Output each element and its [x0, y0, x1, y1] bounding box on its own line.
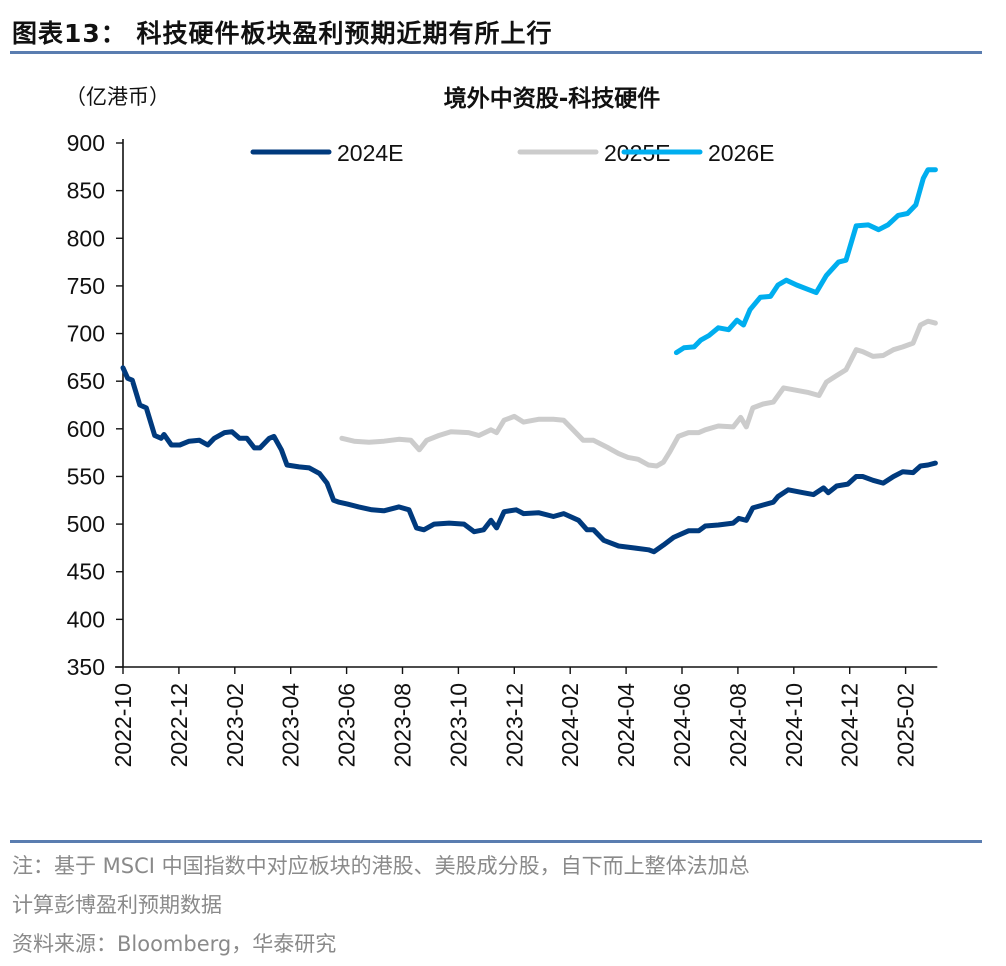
footnote: 计算彭博盈利预期数据: [12, 893, 222, 917]
legend-label-2024E: 2024E: [337, 140, 404, 166]
x-tick-label: 2024-10: [781, 683, 807, 767]
x-tick-label: 2024-06: [669, 683, 695, 767]
x-tick-label: 2023-08: [390, 683, 416, 767]
x-tick-label: 2024-12: [837, 683, 863, 767]
y-tick-label: 600: [67, 416, 105, 442]
x-tick-label: 2024-02: [557, 683, 583, 767]
unit-label: （亿港币）: [65, 85, 170, 109]
top-divider: [10, 51, 982, 54]
legend-label-2026E: 2026E: [708, 140, 775, 166]
footnote: 注：基于 MSCI 中国指数中对应板块的港股、美股成分股，自下而上整体法加总: [12, 854, 750, 878]
x-tick-label: 2023-12: [501, 683, 527, 767]
y-tick-label: 750: [67, 273, 105, 299]
y-tick-label: 800: [67, 225, 105, 251]
y-tick-label: 550: [67, 463, 105, 489]
chart-title: 境外中资股-科技硬件: [444, 85, 661, 112]
y-tick-label: 900: [67, 130, 105, 156]
source-note: 资料来源：Bloomberg，华泰研究: [12, 932, 337, 956]
y-tick-label: 700: [67, 321, 105, 347]
x-tick-label: 2024-04: [613, 683, 639, 768]
x-tick-label: 2022-10: [110, 683, 136, 767]
x-tick-label: 2023-06: [334, 683, 360, 767]
x-tick-label: 2023-10: [445, 683, 471, 767]
series-line-2024E: [120, 365, 938, 555]
figure-title: 图表13： 科技硬件板块盈利预期近期有所上行: [12, 19, 553, 48]
x-tick-label: 2023-04: [278, 683, 304, 768]
series-line-2025E: [339, 318, 938, 469]
x-tick-label: 2024-08: [725, 683, 751, 767]
y-tick-label: 350: [67, 654, 105, 680]
y-tick-label: 850: [67, 178, 105, 204]
bottom-divider: [10, 840, 982, 843]
y-tick-label: 450: [67, 559, 105, 585]
x-tick-label: 2023-02: [222, 683, 248, 767]
x-tick-label: 2025-02: [893, 683, 919, 767]
y-tick-label: 650: [67, 368, 105, 394]
x-tick-label: 2022-12: [166, 683, 192, 767]
y-tick-label: 400: [67, 606, 105, 632]
series-line-2026E: [673, 167, 938, 356]
y-tick-label: 500: [67, 511, 105, 537]
